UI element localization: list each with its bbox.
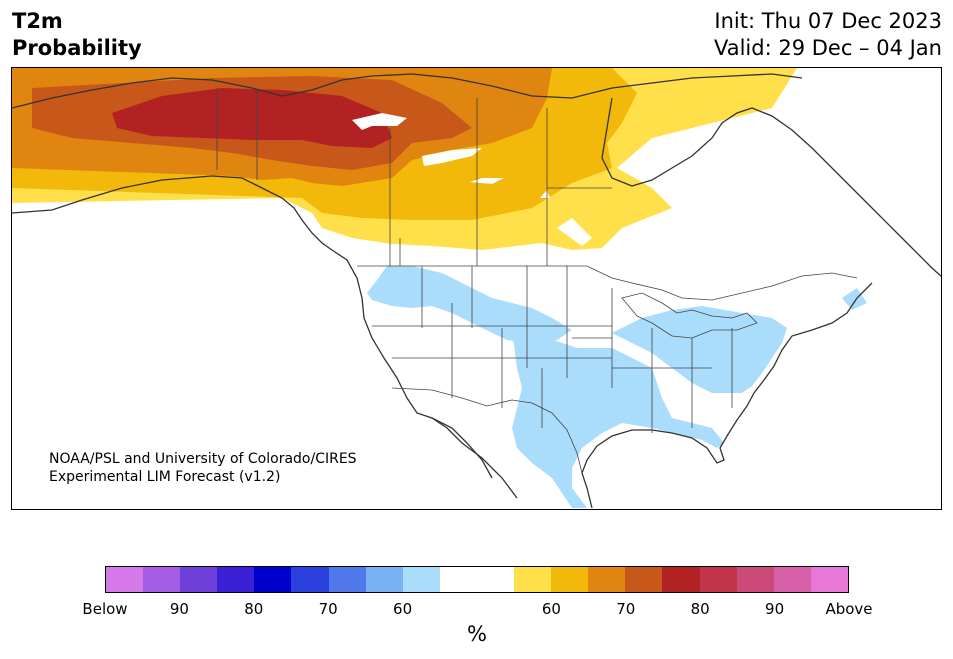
- colorbar-tick-label: 60: [541, 600, 561, 618]
- title-quantity: Probability: [12, 36, 142, 60]
- colorbar-swatch: [328, 567, 366, 592]
- canada-us-border: [357, 265, 858, 301]
- lake-winnipeg: [540, 190, 550, 198]
- colorbar-swatch: [254, 567, 292, 592]
- colorbar-swatch: [291, 567, 329, 592]
- cold-region-west: [367, 266, 572, 344]
- colorbar-swatch: [143, 567, 181, 592]
- forecast-dates: Init: Thu 07 Dec 2023 Valid: 29 Dec – 04…: [714, 8, 942, 62]
- colorbar-swatch: [773, 567, 811, 592]
- probability-colorbar: [105, 566, 849, 593]
- warm-region-95: [112, 88, 392, 148]
- coastline-west: [12, 175, 518, 499]
- forecast-map: [11, 67, 942, 510]
- colorbar-tick-label: 70: [616, 600, 636, 618]
- colorbar-swatch: [217, 567, 255, 592]
- colorbar-swatch: [662, 567, 700, 592]
- colorbar-swatch: [736, 567, 774, 592]
- state-lines: [372, 266, 733, 433]
- great-slave-lake: [422, 148, 482, 166]
- plot-title: T2m Probability: [12, 8, 142, 62]
- lake-athabasca: [470, 178, 504, 184]
- colorbar-swatch: [180, 567, 218, 592]
- colorbar-unit-label: %: [467, 622, 487, 646]
- valid-date-range: Valid: 29 Dec – 04 Jan: [713, 36, 942, 60]
- us-mexico-border: [391, 387, 583, 474]
- colorbar-swatch: [810, 567, 848, 592]
- map-canvas: [12, 68, 941, 509]
- cold-region-newengland: [842, 288, 867, 310]
- colorbar-swatch: [551, 567, 589, 592]
- coastline-east: [581, 282, 873, 509]
- cold-region-south-central: [512, 330, 724, 508]
- colorbar-swatch: [106, 567, 144, 592]
- init-date: Init: Thu 07 Dec 2023: [714, 9, 942, 33]
- colorbar-swatch: [476, 567, 515, 592]
- colorbar-swatch: [514, 567, 552, 592]
- colorbar-tick-label: 90: [765, 600, 785, 618]
- colorbar-tick-label: Below: [82, 600, 128, 618]
- credit-text: NOAA/PSL and University of Colorado/CIRE…: [49, 450, 357, 486]
- gulf-of-california: [431, 417, 493, 479]
- coastline-arctic: [12, 73, 803, 109]
- credit-line-1: NOAA/PSL and University of Colorado/CIRE…: [49, 451, 357, 467]
- great-bear-lake: [352, 113, 407, 130]
- credit-line-2: Experimental LIM Forecast (v1.2): [49, 469, 281, 485]
- colorbar-tick-label: 90: [169, 600, 189, 618]
- colorbar-tick-label: Above: [825, 600, 873, 618]
- province-lines: [216, 88, 612, 266]
- hudson-bay-white: [557, 218, 592, 246]
- title-variable: T2m: [12, 9, 63, 33]
- colorbar-tick-label: 60: [393, 600, 413, 618]
- colorbar-tick-label: 70: [318, 600, 338, 618]
- colorbar-swatch: [699, 567, 737, 592]
- colorbar-swatch: [365, 567, 403, 592]
- colorbar-tick-label: 80: [244, 600, 264, 618]
- colorbar-tick-label: 80: [690, 600, 710, 618]
- colorbar-swatch: [402, 567, 440, 592]
- colorbar-swatch: [588, 567, 626, 592]
- colorbar-swatch: [439, 567, 477, 592]
- colorbar-swatch: [625, 567, 663, 592]
- great-lakes: [621, 292, 758, 339]
- coastline-hudson: [601, 97, 941, 278]
